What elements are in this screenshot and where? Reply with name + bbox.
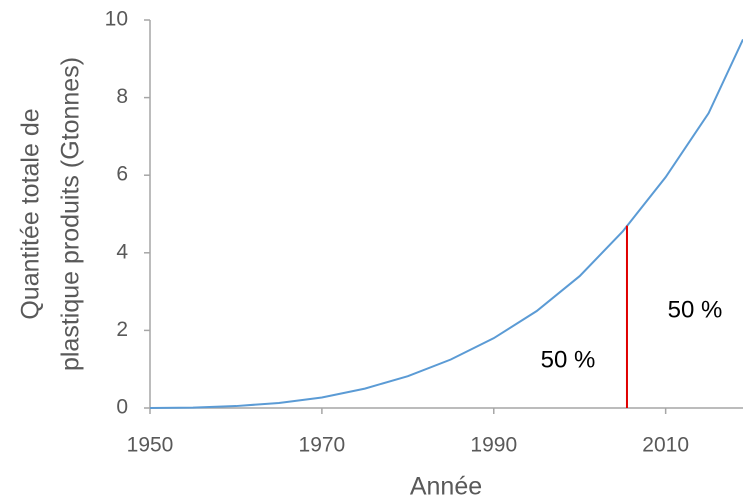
y-axis-label: plastique produits (Gtonnes) xyxy=(57,57,85,371)
y-tick-label: 8 xyxy=(116,85,128,108)
x-tick-label: 2010 xyxy=(642,434,689,457)
x-tick-label: 1970 xyxy=(299,434,346,457)
annotation: 50 % xyxy=(541,346,596,373)
x-axis-label: Année xyxy=(410,473,482,501)
annotation: 50 % xyxy=(668,296,723,323)
x-tick-label: 1950 xyxy=(127,434,174,457)
data-line xyxy=(149,38,743,409)
y-tick-label: 10 xyxy=(105,8,128,31)
y-tick-label: 6 xyxy=(116,163,128,186)
y-tick-label: 2 xyxy=(116,318,128,341)
y-tick-label: 4 xyxy=(116,240,128,263)
y-tick-label: 0 xyxy=(116,396,128,419)
x-tick-label: 1990 xyxy=(470,434,517,457)
y-axis-label: Quantitée totale de xyxy=(17,108,45,319)
